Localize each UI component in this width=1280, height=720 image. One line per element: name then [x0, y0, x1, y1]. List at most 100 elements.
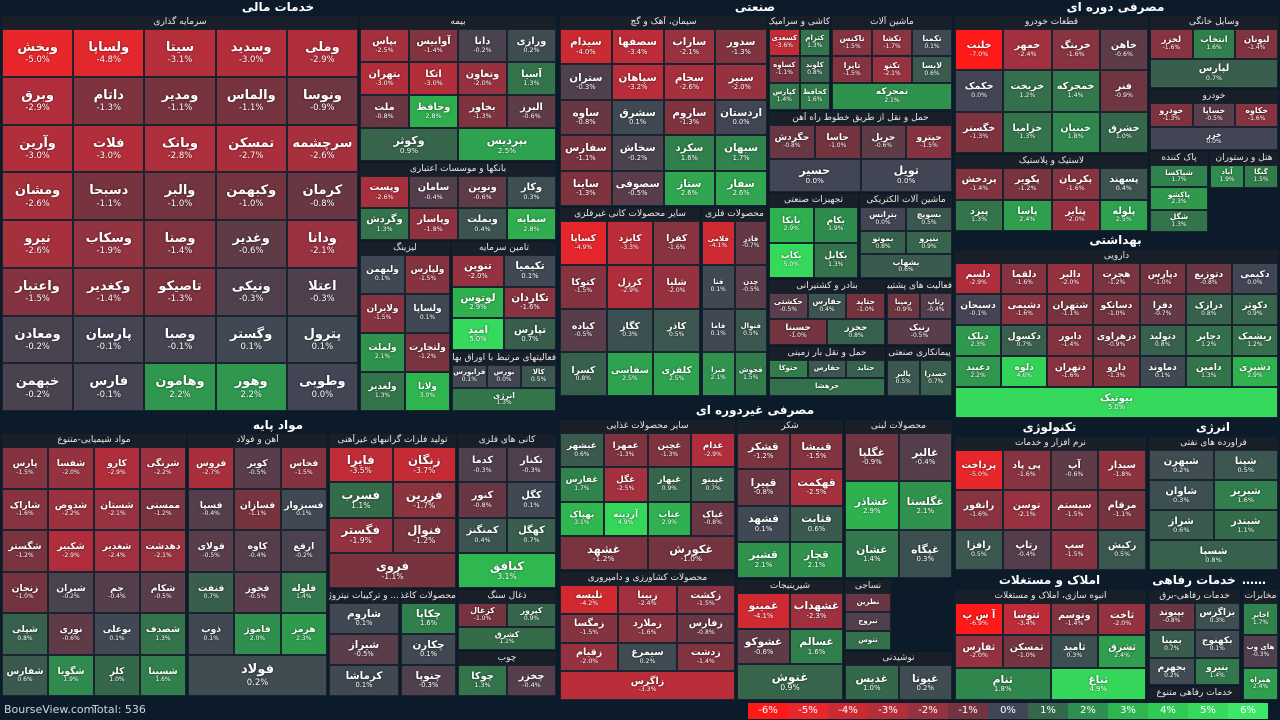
- stock-tile[interactable]: جم -0.4%: [94, 571, 140, 613]
- stock-tile[interactable]: ثباغ 4.9%: [1050, 667, 1146, 700]
- stock-tile[interactable]: خبنیان 1.8%: [1051, 111, 1100, 153]
- stock-tile[interactable]: سپاهان -3.2%: [611, 64, 664, 100]
- stock-tile[interactable]: غمهرا -1.3%: [603, 433, 648, 468]
- stock-tile[interactable]: فنفت 0.7%: [188, 571, 235, 613]
- stock-tile[interactable]: وگردش 1.3%: [360, 208, 409, 240]
- stock-tile[interactable]: قشکر -1.2%: [737, 433, 790, 470]
- stock-tile[interactable]: بکهنوج 0.1%: [1194, 630, 1240, 658]
- stock-tile[interactable]: قشیر 2.1%: [737, 541, 790, 578]
- stock-tile[interactable]: کگاز 0.3%: [606, 308, 654, 353]
- stock-tile[interactable]: ثامید 0.3%: [1050, 635, 1099, 668]
- stock-tile[interactable]: فاموژ 2.0%: [234, 613, 281, 655]
- stock-tile[interactable]: هجرت -1.2%: [1093, 263, 1140, 294]
- stock-tile[interactable]: رتاپ -0.4%: [1002, 530, 1051, 570]
- stock-tile[interactable]: سدور -1.3%: [715, 29, 767, 65]
- stock-tile[interactable]: شفارس 0.6%: [2, 654, 48, 696]
- stock-tile[interactable]: وهامون 2.2%: [144, 363, 216, 411]
- stock-tile[interactable]: کترام 1.3%: [799, 29, 830, 56]
- stock-tile[interactable]: خزامیا 1.3%: [1003, 111, 1052, 153]
- stock-tile[interactable]: درازک 0.8%: [1185, 294, 1232, 325]
- stock-tile[interactable]: امید 5.0%: [452, 318, 504, 350]
- stock-tile[interactable]: کلر 1.0%: [94, 654, 140, 696]
- stock-tile[interactable]: بزاگرس 0.3%: [1194, 603, 1240, 631]
- stock-tile[interactable]: غشاذر 2.9%: [845, 481, 899, 530]
- stock-tile[interactable]: دالبر -2.0%: [1047, 263, 1094, 294]
- stock-tile[interactable]: پکویر -1.2%: [1003, 168, 1052, 200]
- stock-tile[interactable]: ثفارس -2.0%: [955, 635, 1003, 668]
- stock-tile[interactable]: غبهار 0.9%: [647, 467, 692, 502]
- stock-tile[interactable]: دسبحا -1.1%: [73, 172, 145, 220]
- stock-tile[interactable]: کویر -0.5%: [234, 447, 281, 489]
- stock-tile[interactable]: غگلستا 2.1%: [898, 481, 952, 530]
- stock-tile[interactable]: پکرمان -1.6%: [1051, 168, 1100, 200]
- stock-tile[interactable]: دعبید 2.2%: [955, 356, 1002, 387]
- stock-tile[interactable]: مرقام -1.1%: [1098, 490, 1146, 530]
- stock-tile[interactable]: ونیکی -0.3%: [215, 267, 287, 316]
- stock-tile[interactable]: فسبزوار 0.1%: [280, 488, 327, 530]
- stock-tile[interactable]: کلوند 0.8%: [799, 56, 830, 83]
- stock-tile[interactable]: رکیش 0.5%: [1098, 530, 1146, 570]
- stock-tile[interactable]: آباد 1.9%: [1210, 165, 1244, 188]
- stock-tile[interactable]: رانفور -1.6%: [955, 490, 1003, 530]
- stock-tile[interactable]: کپارس 1.4%: [769, 83, 800, 110]
- stock-tile[interactable]: شبندر 1.1%: [1213, 510, 1278, 540]
- stock-tile[interactable]: رمپنا -0.9%: [887, 293, 920, 319]
- stock-tile[interactable]: حریل -0.6%: [860, 125, 907, 159]
- stock-tile[interactable]: دپارس -1.0%: [1139, 263, 1186, 294]
- stock-tile[interactable]: حکشتی -0.5%: [769, 293, 808, 319]
- stock-tile[interactable]: چخزر -0.4%: [507, 665, 556, 696]
- stock-tile[interactable]: وتعاون -2.0%: [458, 62, 507, 95]
- stock-tile[interactable]: کدما -0.3%: [458, 447, 507, 483]
- stock-tile[interactable]: خرینگ -1.6%: [1051, 29, 1100, 71]
- stock-tile[interactable]: شرنگی -2.2%: [140, 447, 186, 489]
- stock-tile[interactable]: اردستان 0.0%: [715, 99, 767, 136]
- stock-tile[interactable]: خساپا -0.5%: [1192, 103, 1236, 127]
- stock-tile[interactable]: زاگرس -3.3%: [560, 671, 735, 700]
- stock-tile[interactable]: سفارس -1.1%: [560, 135, 612, 171]
- stock-tile[interactable]: اخابر 1.7%: [1243, 603, 1278, 636]
- stock-tile[interactable]: پرداخت -5.0%: [955, 450, 1003, 490]
- stock-tile[interactable]: غدیس 1.0%: [845, 665, 899, 700]
- stock-tile[interactable]: سجام -2.6%: [663, 64, 716, 100]
- stock-tile[interactable]: حپترو -1.5%: [906, 125, 952, 159]
- stock-tile[interactable]: فسرب 1.1%: [329, 482, 393, 518]
- stock-tile[interactable]: قچار 2.1%: [790, 541, 843, 578]
- stock-tile[interactable]: والماس -1.1%: [215, 76, 287, 125]
- stock-tile[interactable]: ستران -0.3%: [560, 64, 612, 100]
- stock-tile[interactable]: سیتا -3.1%: [144, 29, 216, 77]
- stock-tile[interactable]: خمحرکه 1.4%: [1051, 70, 1100, 112]
- stock-tile[interactable]: دشیمی -1.6%: [1001, 294, 1048, 325]
- stock-tile[interactable]: دتهران -1.6%: [1047, 356, 1094, 387]
- stock-tile[interactable]: شبهرن 0.2%: [1149, 450, 1214, 480]
- stock-tile[interactable]: دانا -0.2%: [458, 29, 507, 62]
- stock-tile[interactable]: کایزد -3.3%: [606, 221, 654, 265]
- stock-tile[interactable]: شتهران -1.1%: [1047, 294, 1094, 325]
- stock-tile[interactable]: ثشرق 2.4%: [1098, 635, 1146, 668]
- stock-tile[interactable]: کنور -0.8%: [458, 482, 507, 518]
- stock-tile[interactable]: دهدشت -2.1%: [140, 530, 186, 572]
- stock-tile[interactable]: بوعلی 0.1%: [94, 613, 140, 655]
- stock-tile[interactable]: تکنار -0.3%: [507, 447, 556, 483]
- stock-tile[interactable]: خکاوه -1.6%: [1235, 103, 1278, 127]
- stock-tile[interactable]: فروس -2.7%: [188, 447, 235, 489]
- stock-tile[interactable]: نوری -0.6%: [48, 613, 94, 655]
- stock-tile[interactable]: کپرور 0.9%: [507, 603, 556, 627]
- stock-tile[interactable]: فنوال -1.2%: [392, 517, 456, 553]
- stock-tile[interactable]: کمنگنز 0.4%: [458, 517, 507, 553]
- stock-tile[interactable]: وآرین -3.0%: [2, 124, 74, 173]
- stock-tile[interactable]: حفارس 0.4%: [807, 293, 847, 319]
- stock-tile[interactable]: لپارس 0.7%: [1150, 58, 1278, 88]
- stock-tile[interactable]: آسیا 1.3%: [507, 62, 556, 95]
- stock-tile[interactable]: بپاس -2.5%: [360, 29, 409, 62]
- stock-tile[interactable]: ومشان -2.6%: [2, 172, 74, 220]
- stock-tile[interactable]: شسپا 0.8%: [1149, 540, 1278, 570]
- stock-tile[interactable]: پردخش -1.4%: [955, 168, 1004, 200]
- stock-tile[interactable]: فگستر -1.9%: [329, 517, 393, 553]
- stock-tile[interactable]: غفارس 1.7%: [560, 467, 604, 502]
- stock-tile[interactable]: خشرق 1.0%: [1099, 111, 1148, 153]
- stock-tile[interactable]: ولایران -1.5%: [360, 294, 405, 333]
- stock-tile[interactable]: بایکا 2.9%: [769, 207, 814, 243]
- stock-tile[interactable]: کلفزی 2.5%: [653, 352, 700, 396]
- stock-tile[interactable]: تکیمیا 0.1%: [504, 255, 556, 287]
- stock-tile[interactable]: بجهرم 0.2%: [1149, 657, 1195, 685]
